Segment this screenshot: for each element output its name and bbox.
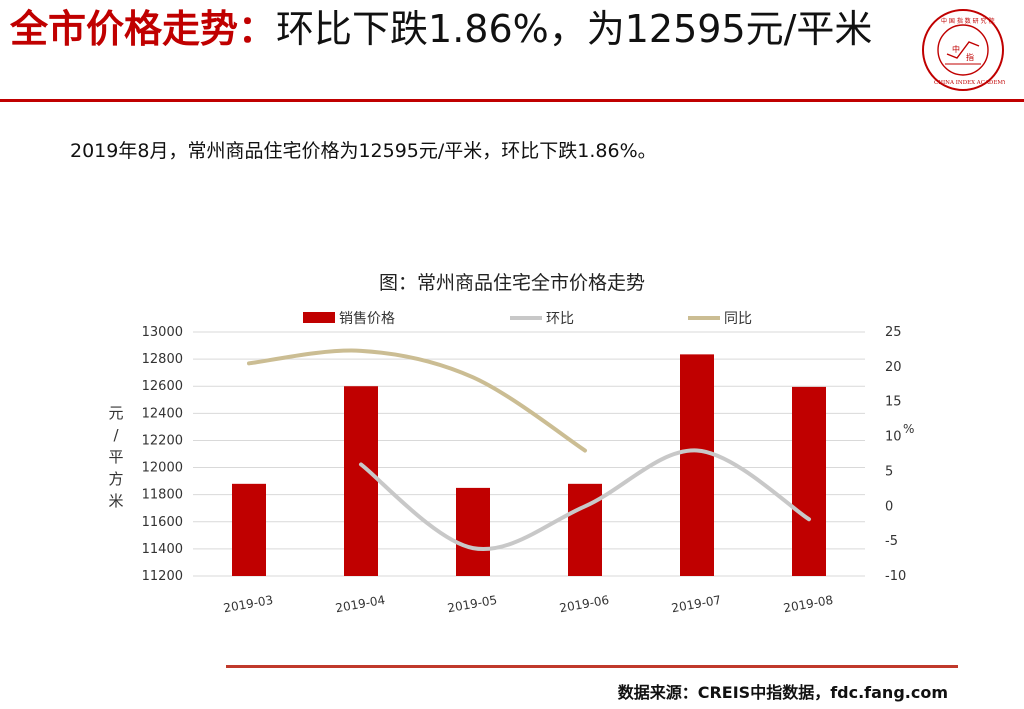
- slide-title: 全市价格走势：环比下跌1.86%，为12595元/平米: [10, 6, 910, 52]
- svg-text:中: 中: [952, 44, 960, 54]
- data-source: 数据来源：CREIS中指数据，fdc.fang.com: [617, 683, 948, 702]
- svg-text:中 国 指 数 研 究 院: 中 国 指 数 研 究 院: [941, 17, 994, 25]
- svg-text:指: 指: [966, 52, 974, 62]
- y-tick-label: 13000: [142, 325, 183, 340]
- y2-tick-label: 15: [885, 395, 902, 410]
- y-tick-label: 12400: [142, 406, 183, 421]
- y-axis-label-char: 米: [108, 492, 123, 510]
- y2-tick-label: 0: [885, 499, 893, 514]
- title-lead: 全市价格走势：: [10, 7, 277, 51]
- y2-tick-label: 5: [885, 464, 893, 479]
- y-axis-label-char: 方: [108, 470, 123, 488]
- bar-2019-04: [344, 386, 378, 576]
- summary-text: 2019年8月，常州商品住宅价格为12595元/平米，环比下跌1.86%。: [70, 140, 657, 162]
- legend-swatch-0: [303, 312, 335, 323]
- y-tick-label: 12200: [142, 433, 183, 448]
- y-axis-label-char: 元: [108, 404, 123, 422]
- title-rest: 环比下跌1.86%，为12595元/平米: [276, 7, 873, 51]
- line-mom: [359, 448, 811, 552]
- y-tick-label: 11800: [142, 488, 183, 503]
- y2-tick-label: 25: [885, 325, 902, 340]
- y-tick-label: 12800: [142, 352, 183, 367]
- y-axis-label-char: 平: [108, 448, 123, 466]
- bottom-divider: [226, 665, 958, 668]
- y-tick-label: 11600: [142, 515, 183, 530]
- y-axis-label-char: /: [113, 426, 119, 444]
- y-tick-label: 11400: [142, 542, 183, 557]
- y-tick-label: 12000: [142, 461, 183, 476]
- y2-tick-label: -10: [885, 569, 906, 584]
- x-tick-label: 2019-08: [782, 593, 834, 615]
- bar-2019-05: [456, 487, 490, 576]
- legend-label: 同比: [724, 311, 752, 327]
- x-tick-label: 2019-03: [222, 593, 274, 615]
- x-tick-label: 2019-05: [446, 593, 498, 615]
- legend-label: 销售价格: [339, 311, 395, 327]
- x-tick-label: 2019-04: [334, 593, 386, 615]
- bar-2019-08: [792, 386, 826, 576]
- bar-2019-06: [568, 483, 602, 576]
- y2-tick-label: 20: [885, 360, 902, 375]
- line-yoy: [247, 348, 587, 453]
- svg-text:CHINA INDEX ACADEMY: CHINA INDEX ACADEMY: [934, 80, 1005, 86]
- y2-tick-label: 10: [885, 430, 902, 445]
- title-divider: [0, 99, 1024, 102]
- x-tick-label: 2019-07: [670, 593, 722, 615]
- bar-2019-07: [680, 354, 714, 576]
- y-tick-label: 12600: [142, 379, 183, 394]
- y2-axis-label: %: [903, 422, 914, 436]
- x-tick-label: 2019-06: [558, 593, 610, 615]
- y2-tick-label: -5: [885, 534, 898, 549]
- china-index-academy-seal-icon: 中 指 中 国 指 数 研 究 院 CHINA INDEX ACADEMY: [922, 9, 1005, 91]
- chart-title: 图：常州商品住宅全市价格走势: [378, 272, 645, 294]
- legend-label: 环比: [546, 311, 574, 327]
- y-tick-label: 11200: [142, 569, 183, 584]
- bar-2019-03: [232, 483, 266, 576]
